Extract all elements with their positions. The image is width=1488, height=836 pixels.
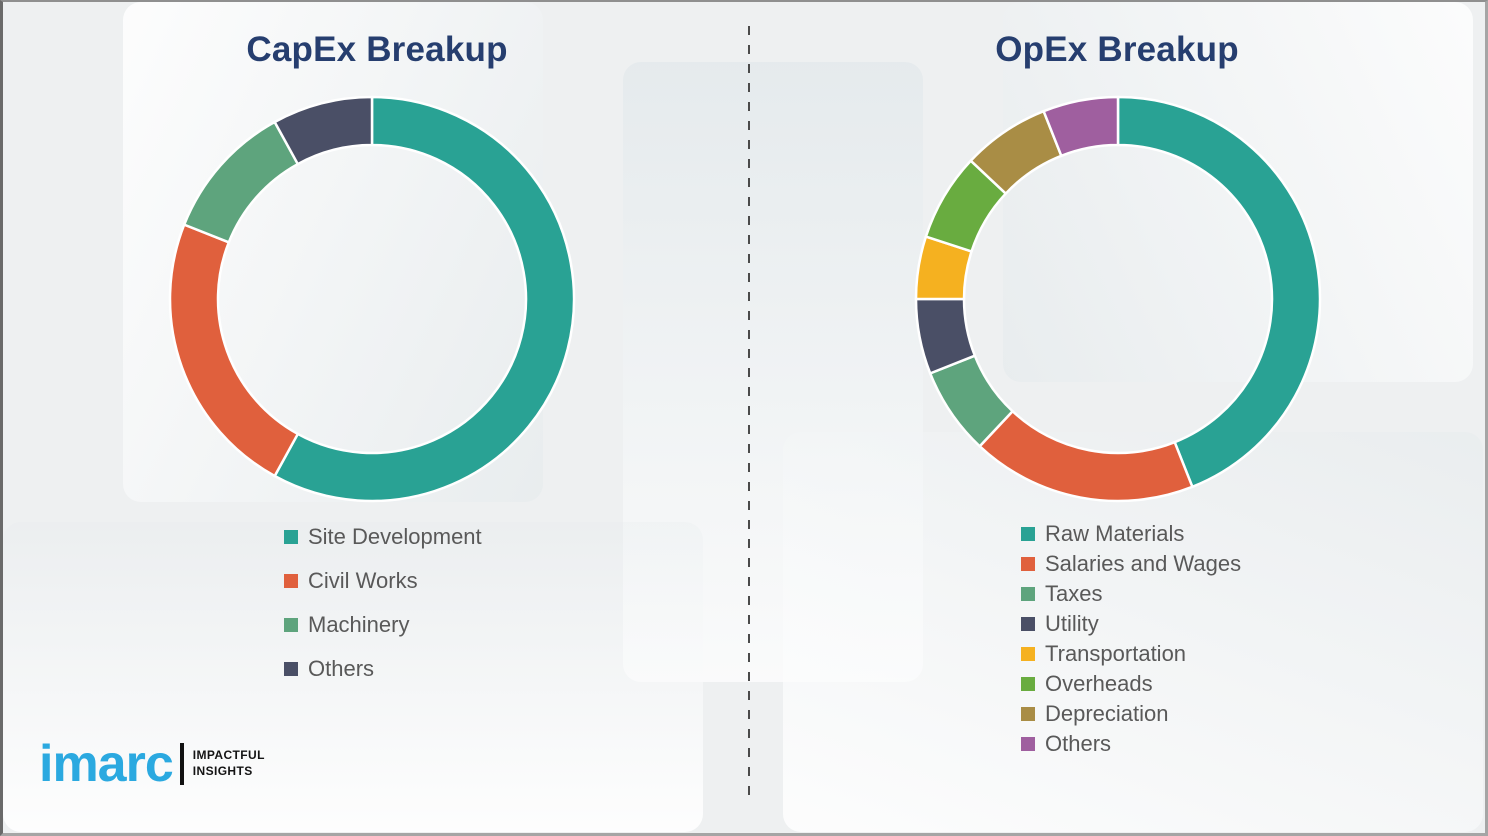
legend-label: Transportation: [1045, 641, 1187, 666]
legend-item-utility: Utility: [1021, 609, 1241, 639]
legend-swatch: [284, 574, 298, 588]
legend-swatch: [284, 618, 298, 632]
legend-label: Machinery: [308, 612, 410, 637]
legend-swatch: [1021, 617, 1035, 631]
legend-swatch: [1021, 647, 1035, 661]
legend-item-site-development: Site Development: [284, 515, 482, 559]
legend-item-others: Others: [1021, 729, 1241, 759]
legend-item-overheads: Overheads: [1021, 669, 1241, 699]
legend-label: Site Development: [308, 524, 482, 549]
legend-label: Overheads: [1045, 671, 1153, 696]
legend-swatch: [1021, 557, 1035, 571]
legend-swatch: [284, 662, 298, 676]
legend-label: Civil Works: [308, 568, 418, 593]
legend-item-taxes: Taxes: [1021, 579, 1241, 609]
legend-swatch: [1021, 707, 1035, 721]
donut-segment-site-development: [273, 95, 576, 503]
tagline-line-1: IMPACTFUL: [192, 748, 265, 763]
legend-item-transportation: Transportation: [1021, 639, 1241, 669]
logo-divider-bar: [179, 743, 184, 785]
legend-item-salaries-and-wages: Salaries and Wages: [1021, 549, 1241, 579]
legend-label: Depreciation: [1045, 701, 1169, 726]
legend-swatch: [1021, 587, 1035, 601]
legend-item-civil-works: Civil Works: [284, 559, 482, 603]
legend-swatch: [1021, 527, 1035, 541]
imarc-logo: imarc IMPACTFUL INSIGHTS: [39, 738, 265, 790]
donut-segment-civil-works: [168, 223, 300, 478]
legend-swatch: [1021, 737, 1035, 751]
donut-segment-others: [273, 95, 374, 166]
donut-segment-salaries-and-wages: [978, 410, 1194, 503]
capex-legend: Site Development Civil Works Machinery Othe…: [284, 515, 482, 691]
capex-chart-title: CapEx Breakup: [246, 30, 508, 69]
legend-label: Salaries and Wages: [1045, 551, 1242, 576]
donut-segment-machinery: [182, 120, 300, 244]
legend-label: Taxes: [1045, 581, 1103, 606]
opex-chart-title: OpEx Breakup: [995, 30, 1239, 69]
legend-item-raw-materials: Raw Materials: [1021, 519, 1241, 549]
donut-segment-raw-materials: [1116, 95, 1322, 489]
legend-label: Others: [308, 656, 375, 681]
opex-donut-chart: [914, 95, 1322, 503]
legend-label: Others: [1045, 731, 1112, 756]
legend-swatch: [1021, 677, 1035, 691]
imarc-logo-tagline: IMPACTFUL INSIGHTS: [193, 748, 265, 779]
legend-label: Utility: [1045, 611, 1099, 636]
legend-item-others: Others: [284, 647, 482, 691]
imarc-logo-wordmark: imarc: [39, 735, 174, 793]
capex-donut-chart: [168, 95, 576, 503]
vertical-dashed-divider: [748, 26, 750, 796]
legend-item-depreciation: Depreciation: [1021, 699, 1241, 729]
legend-label: Raw Materials: [1045, 521, 1185, 546]
tagline-line-2: INSIGHTS: [192, 764, 253, 778]
legend-swatch: [284, 530, 298, 544]
opex-legend: Raw Materials Salaries and Wages Taxes Util…: [1021, 519, 1241, 759]
legend-item-machinery: Machinery: [284, 603, 482, 647]
donut-segment-others: [1042, 95, 1120, 158]
